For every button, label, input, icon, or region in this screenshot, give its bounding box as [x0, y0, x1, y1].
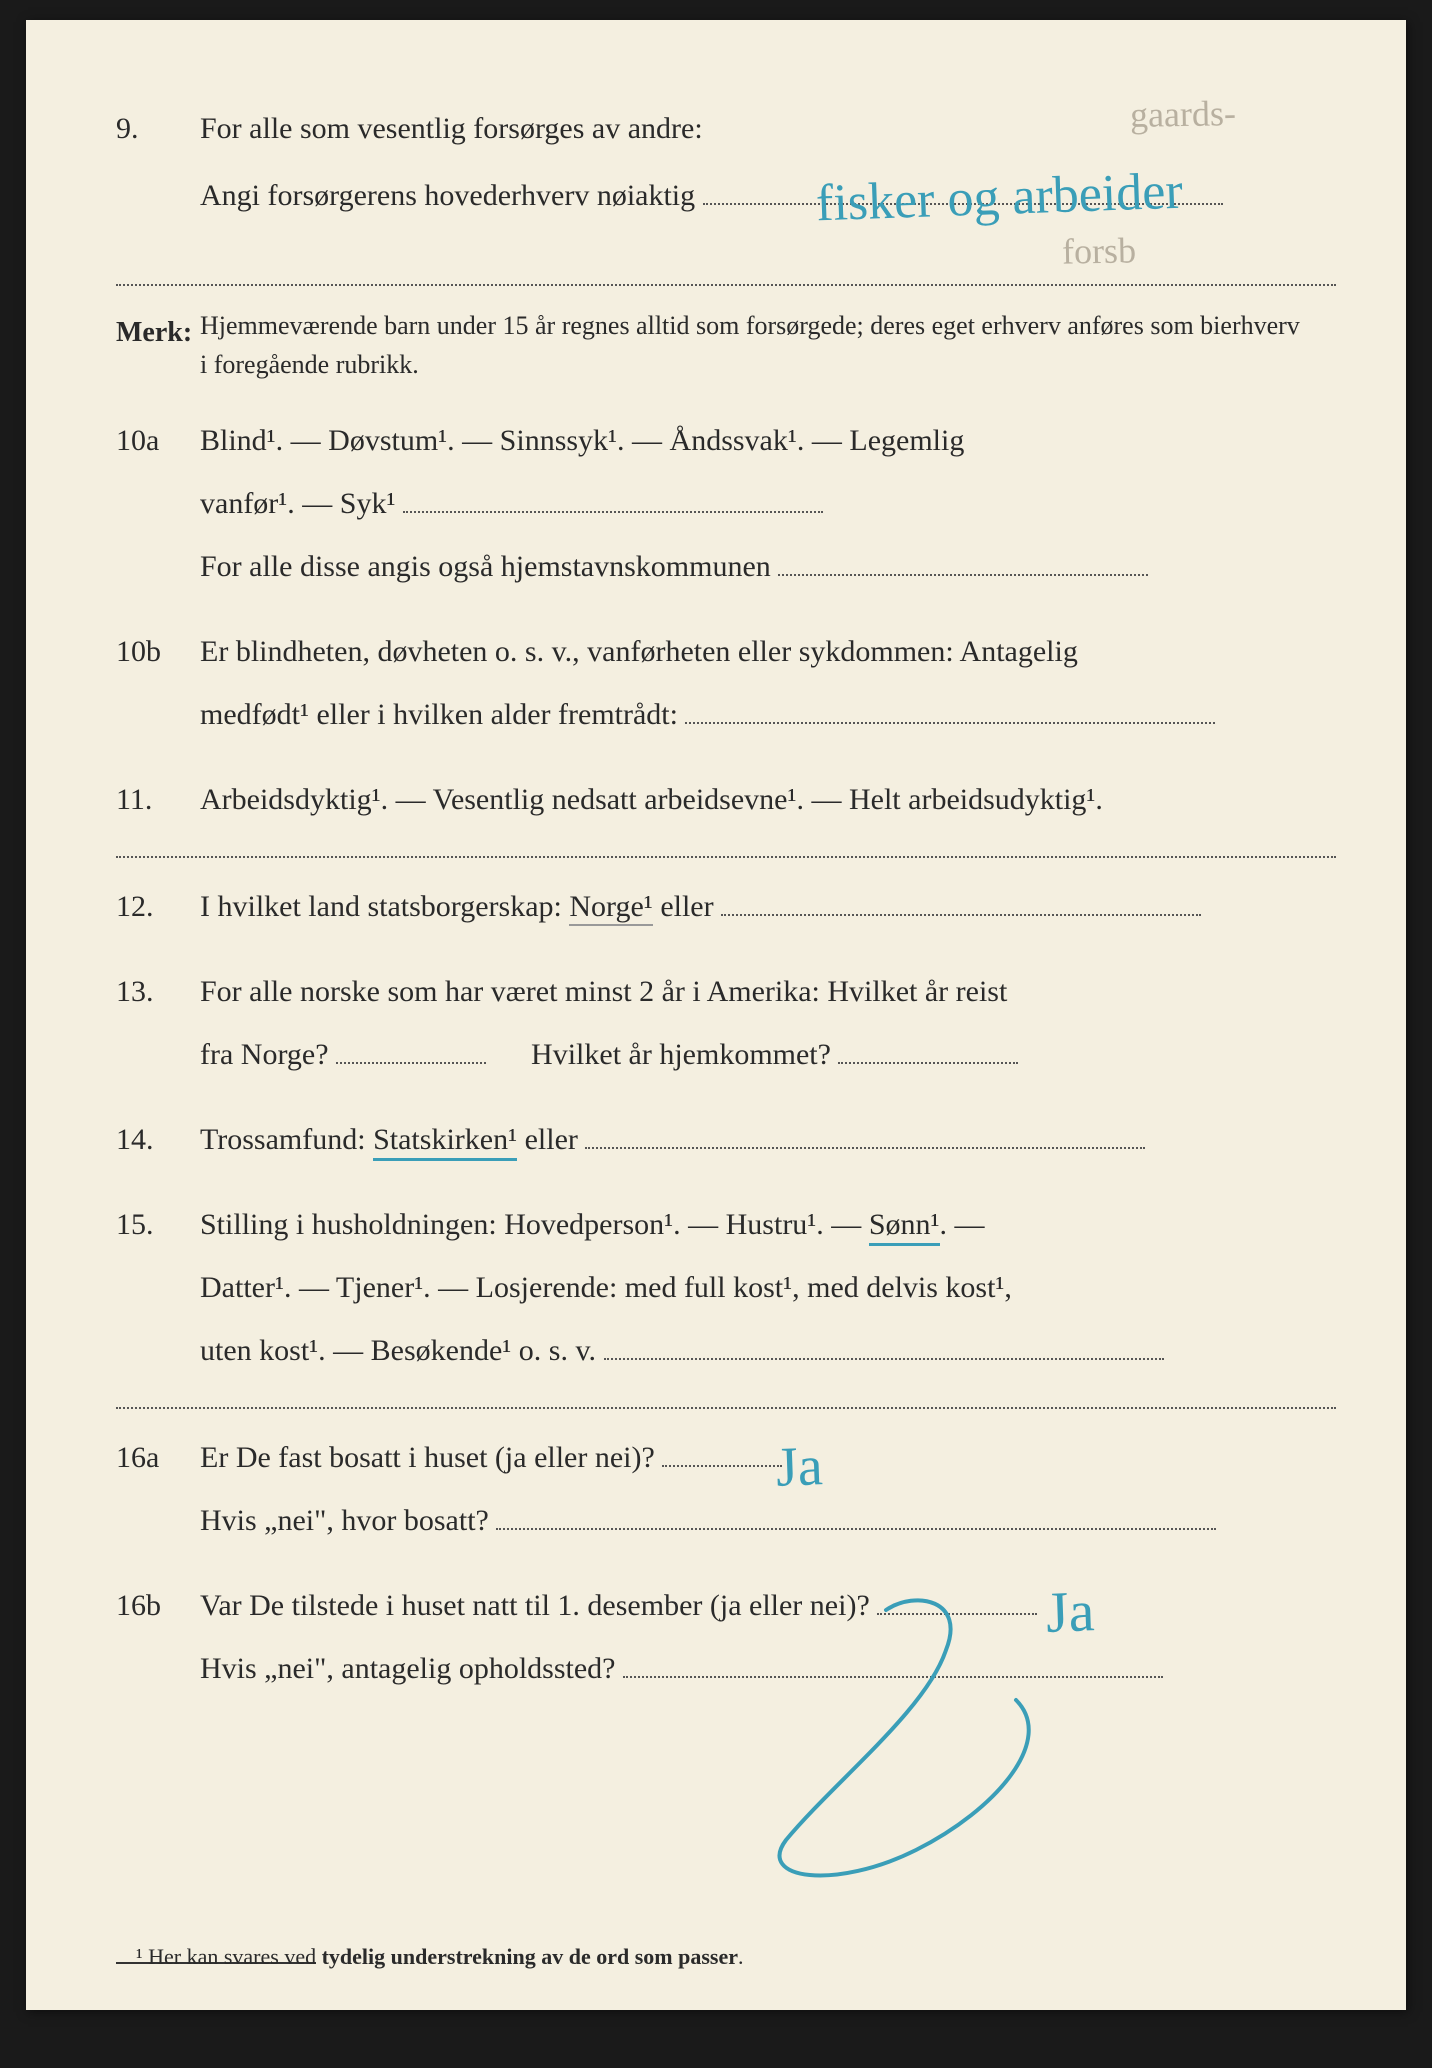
q16a-blank1 — [662, 1465, 782, 1467]
q11-text: Arbeidsdyktig¹. — Vesentlig nedsatt arbe… — [200, 771, 1300, 828]
q14-statskirken-underlined: Statskirken¹ — [373, 1123, 517, 1161]
q16b-text2-pre: Hvis „nei", antagelig opholdssted? — [200, 1652, 616, 1685]
q12-content: I hvilket land statsborgerskap: Norge¹ e… — [200, 878, 1300, 935]
q16a-text1: Er De fast bosatt i huset (ja eller nei)… — [200, 1429, 1300, 1486]
q14-post: eller — [525, 1123, 578, 1156]
question-11: 11. Arbeidsdyktig¹. — Vesentlig nedsatt … — [116, 771, 1336, 828]
q12-blank — [721, 914, 1201, 916]
q10b-text2: medfødt¹ eller i hvilken alder fremtrådt… — [200, 686, 1300, 743]
signature-flourish-icon — [636, 1580, 1136, 1900]
q12-post: eller — [660, 890, 713, 923]
q16b-number: 16b — [116, 1577, 196, 1634]
q10a-blank2 — [778, 574, 1148, 576]
q14-content: Trossamfund: Statskirken¹ eller — [200, 1111, 1300, 1168]
q15-text2: Datter¹. — Tjener¹. — Losjerende: med fu… — [200, 1259, 1300, 1316]
q10a-text2-pre: vanfør¹. — Syk¹ — [200, 487, 395, 520]
q16a-text2: Hvis „nei", hvor bosatt? — [200, 1492, 1300, 1549]
q10b-blank — [685, 722, 1215, 724]
q14-number: 14. — [116, 1111, 196, 1168]
question-16b-line2: Hvis „nei", antagelig opholdssted? — [116, 1640, 1336, 1697]
q10a-text3: For alle disse angis også hjemstavnskomm… — [200, 538, 1300, 595]
question-15-line2: Datter¹. — Tjener¹. — Losjerende: med fu… — [116, 1259, 1336, 1316]
question-9-line2: Angi forsørgerens hovederhverv nøiaktig … — [116, 167, 1336, 224]
divider-2 — [116, 856, 1336, 858]
divider-1 — [116, 284, 1336, 286]
q10a-text3-pre: For alle disse angis også hjemstavnskomm… — [200, 550, 771, 583]
q10a-text2: vanfør¹. — Syk¹ — [200, 475, 1300, 532]
q12-number: 12. — [116, 878, 196, 935]
q14-blank — [585, 1147, 1145, 1149]
q13-text1: For alle norske som har været minst 2 år… — [200, 963, 1300, 1020]
question-14: 14. Trossamfund: Statskirken¹ eller — [116, 1111, 1336, 1168]
q10a-number: 10a — [116, 412, 196, 469]
question-13: 13. For alle norske som har været minst … — [116, 963, 1336, 1020]
q15-number: 15. — [116, 1196, 196, 1253]
q10b-text2-pre: medfødt¹ eller i hvilken alder fremtrådt… — [200, 698, 678, 731]
q9-pencil-top: gaards- — [1129, 79, 1236, 149]
question-15: 15. Stilling i husholdningen: Hovedperso… — [116, 1196, 1336, 1253]
q15-text3-pre: uten kost¹. — Besøkende¹ o. s. v. — [200, 1334, 596, 1367]
q15-text1-post: . — — [940, 1208, 985, 1241]
question-16a-line2: Hvis „nei", hvor bosatt? — [116, 1492, 1336, 1549]
merk-label: Merk: — [116, 306, 196, 359]
census-form-page: 9. For alle som vesentlig forsørges av a… — [26, 20, 1406, 2010]
q13-text2: fra Norge? Hvilket år hjemkommet? — [200, 1026, 1300, 1083]
question-10a: 10a Blind¹. — Døvstum¹. — Sinnssyk¹. — Å… — [116, 412, 1336, 469]
q10a-text1: Blind¹. — Døvstum¹. — Sinnssyk¹. — Åndss… — [200, 412, 1300, 469]
q13-blank1 — [336, 1062, 486, 1064]
question-12: 12. I hvilket land statsborgerskap: Norg… — [116, 878, 1336, 935]
divider-3 — [116, 1407, 1336, 1409]
question-15-line3: uten kost¹. — Besøkende¹ o. s. v. — [116, 1322, 1336, 1379]
q15-sonn-underlined: Sønn¹ — [869, 1208, 940, 1246]
q15-text3: uten kost¹. — Besøkende¹ o. s. v. — [200, 1322, 1300, 1379]
q9-pencil-below: forsb — [1061, 216, 1136, 286]
question-10b: 10b Er blindheten, døvheten o. s. v., va… — [116, 623, 1336, 680]
question-13-line2: fra Norge? Hvilket år hjemkommet? — [116, 1026, 1336, 1083]
q10a-blank1 — [403, 511, 823, 513]
q12-pre: I hvilket land statsborgerskap: — [200, 890, 569, 923]
q11-number: 11. — [116, 771, 196, 828]
q13-blank2 — [838, 1062, 1018, 1064]
footnote: ¹ Her kan svares ved tydelig understrekn… — [136, 1944, 1036, 1970]
q13-number: 13. — [116, 963, 196, 1020]
q16a-blank2 — [496, 1528, 1216, 1530]
q10b-number: 10b — [116, 623, 196, 680]
q9-number: 9. — [116, 100, 196, 157]
q9-line2-pre: Angi forsørgerens hovederhverv nøiaktig — [200, 179, 695, 212]
q15-blank — [604, 1358, 1164, 1360]
merk-note: Merk: Hjemmeværende barn under 15 år reg… — [116, 306, 1336, 384]
q14-pre: Trossamfund: — [200, 1123, 373, 1156]
q12-norge-underlined: Norge¹ — [569, 890, 652, 926]
q16a-text1-pre: Er De fast bosatt i huset (ja eller nei)… — [200, 1441, 655, 1474]
q16a-text2-pre: Hvis „nei", hvor bosatt? — [200, 1504, 489, 1537]
question-10a-line3: For alle disse angis også hjemstavnskomm… — [116, 538, 1336, 595]
q15-text1-pre: Stilling i husholdningen: Hovedperson¹. … — [200, 1208, 869, 1241]
question-10a-line2: vanfør¹. — Syk¹ — [116, 475, 1336, 532]
q13-text2b: Hvilket år hjemkommet? — [531, 1038, 831, 1071]
question-16a: 16a Er De fast bosatt i huset (ja eller … — [116, 1429, 1336, 1486]
footnote-text-content: Her kan svares ved tydelig understreknin… — [148, 1944, 743, 1969]
q10b-text1: Er blindheten, døvheten o. s. v., vanfør… — [200, 623, 1300, 680]
footnote-marker: ¹ — [136, 1944, 143, 1969]
q15-text1: Stilling i husholdningen: Hovedperson¹. … — [200, 1196, 1300, 1253]
q16a-number: 16a — [116, 1429, 196, 1486]
q13-text2a: fra Norge? — [200, 1038, 329, 1071]
merk-text: Hjemmeværende barn under 15 år regnes al… — [200, 306, 1300, 384]
question-10b-line2: medfødt¹ eller i hvilken alder fremtrådt… — [116, 686, 1336, 743]
